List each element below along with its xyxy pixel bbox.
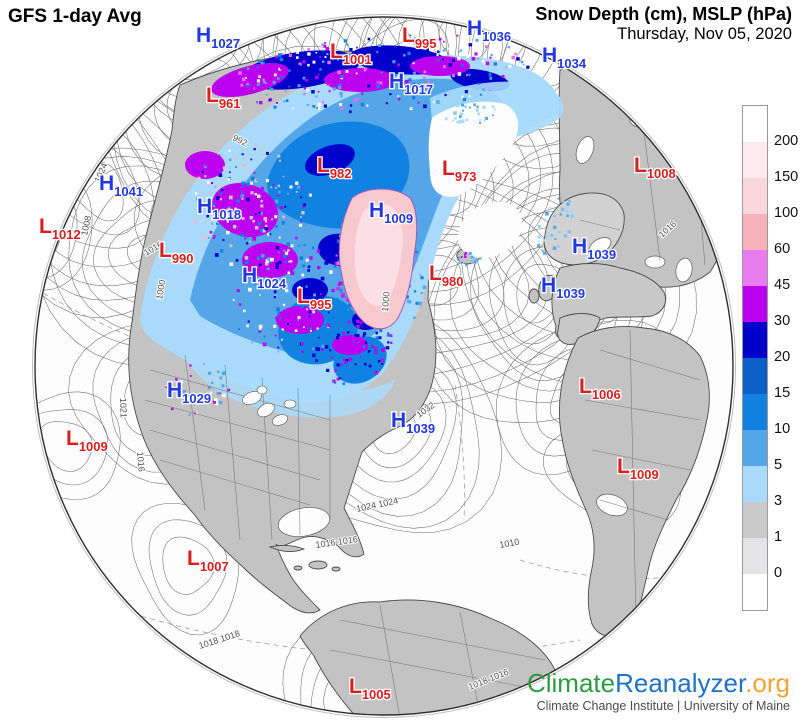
pressure-label-h1036: H1036 [467,17,511,44]
land-africa [558,326,710,637]
svg-text:1000: 1000 [154,279,167,300]
legend-tick: 45 [774,277,791,293]
branding: ClimateReanalyzer.org Climate Change Ins… [526,667,790,713]
map-header: Snow Depth (cm), MSLP (hPa) Thursday, No… [535,4,792,44]
svg-text:1000: 1000 [380,291,392,312]
land-jamaica [293,565,303,571]
globe-limb [34,16,734,716]
brand-wordmark[interactable]: ClimateReanalyzer.org [526,667,790,698]
model-title: GFS 1-day Avg [8,6,142,27]
pressure-label-h1009: H1009 [369,199,413,226]
legend-segment [743,286,767,322]
pressure-label-h1027: H1027 [196,24,240,51]
legend-tick: 20 [774,349,791,365]
legend-segment [743,538,767,574]
legend-segment [743,502,767,538]
legend-tick: 100 [774,205,799,221]
land-puerto-rico [331,566,341,572]
legend-tick: 60 [774,241,791,257]
pressure-label-h1041: H1041 [99,172,143,199]
legend-segment [743,394,767,430]
legend-colorbar [742,105,768,611]
great-lakes [242,385,297,426]
globe-limb-outer [32,14,736,718]
pressure-label-h1034: H1034 [542,44,587,71]
legend-tick: 200 [774,133,799,149]
legend-segment [743,142,767,178]
map-title: Snow Depth (cm), MSLP (hPa) [535,4,792,24]
legend-segment [743,178,767,214]
legend-segment [743,322,767,358]
brand-subtitle: Climate Change Institute | University of… [536,699,790,713]
legend-segment [743,214,767,250]
svg-text:1021: 1021 [118,398,129,418]
brand-part: Climate [526,667,616,698]
legend-segment [743,358,767,394]
legend-tick: 3 [774,493,783,509]
legend-tick: 15 [774,385,791,401]
land-ireland [528,288,540,304]
snow-speckles [164,34,576,416]
sea-cutouts [277,112,693,537]
legend-segment [743,106,767,142]
pressure-label-h1029: H1029 [167,379,211,406]
brand-part: .org [745,667,790,698]
legend-segment [743,466,767,502]
land-cuba [268,544,306,552]
legend-tick: 5 [774,457,783,473]
land-hispaniola [308,560,328,570]
legend-tick: 0 [774,565,783,581]
legend-tick: 1 [774,529,783,545]
legend-tick: 150 [774,169,799,185]
legend-tick: 10 [774,421,791,437]
land-south-america [299,599,558,715]
svg-text:1010: 1010 [499,537,520,550]
legend-segment [743,430,767,466]
legend-segment [743,574,767,610]
legend-tick: 30 [774,313,791,329]
map-date: Thursday, Nov 05, 2020 [617,24,792,43]
legend-segment [743,250,767,286]
land-greenland [338,188,418,330]
svg-text:1016: 1016 [135,451,147,472]
brand-part: Reanalyzer [615,667,746,698]
